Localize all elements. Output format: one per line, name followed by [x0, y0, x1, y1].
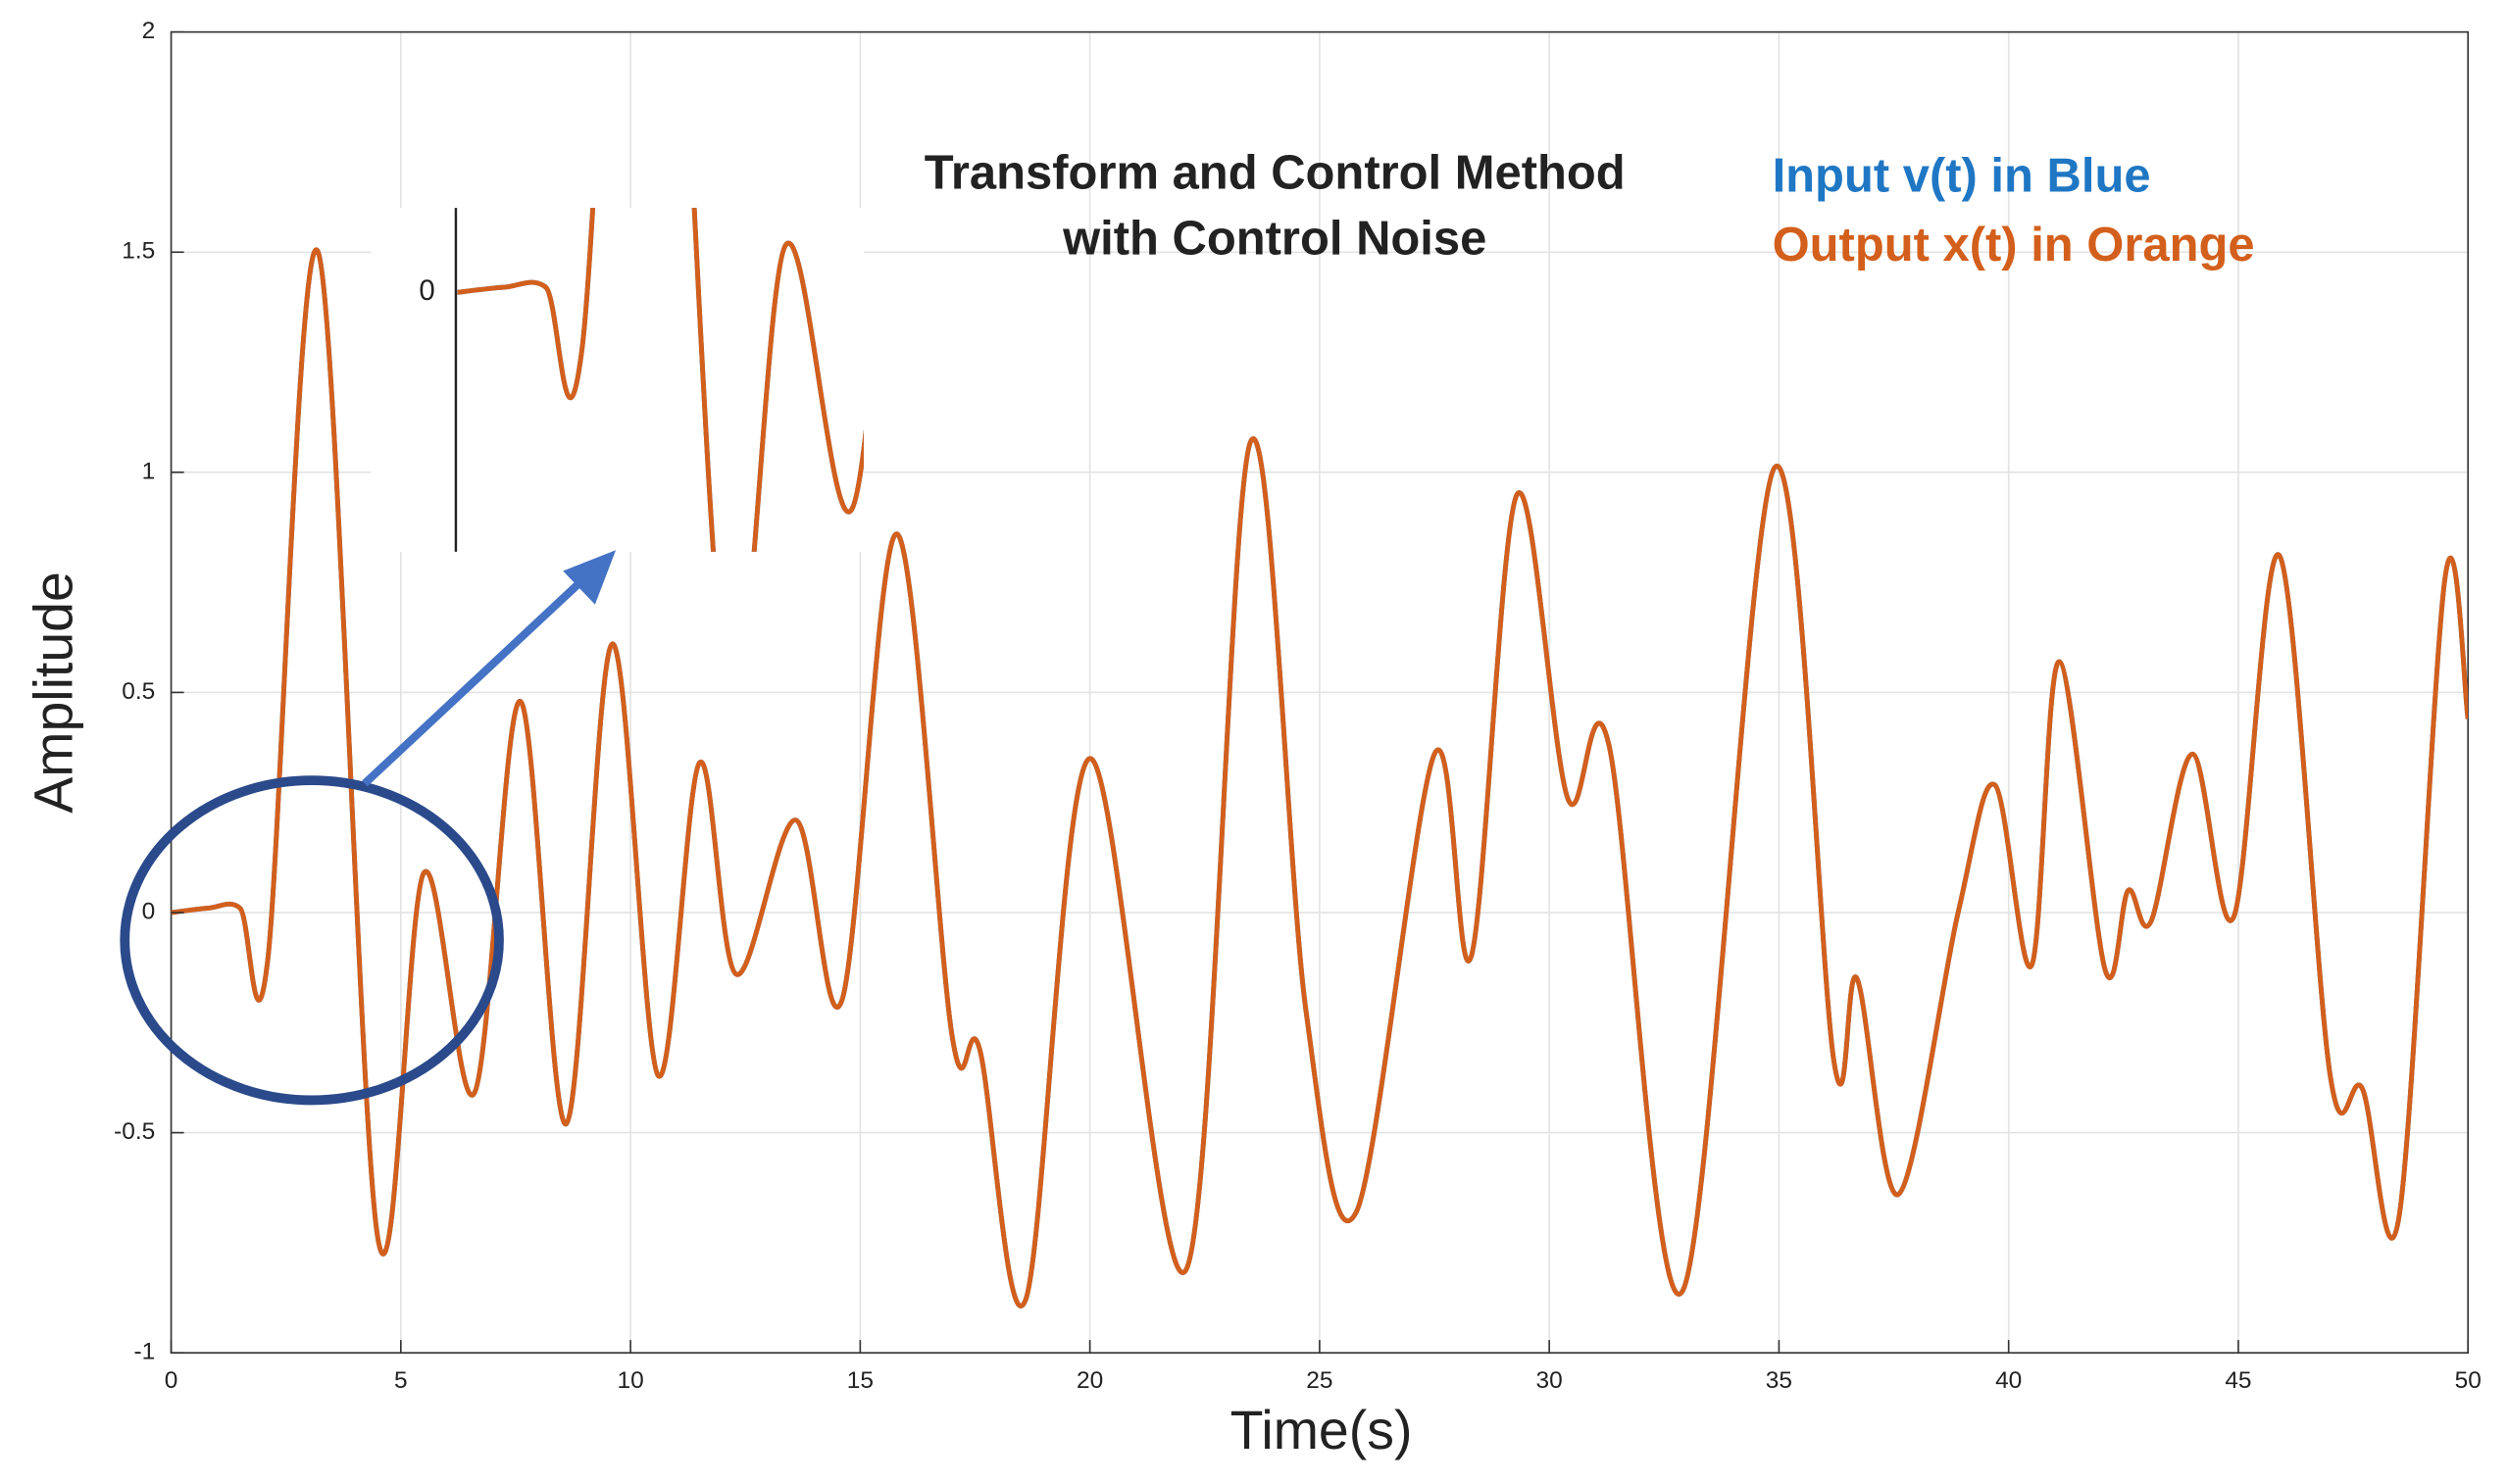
y-tick-label: 0	[142, 898, 156, 924]
arrow-shaft	[362, 575, 587, 787]
x-tick-label: 45	[2225, 1367, 2251, 1394]
lines	[171, 247, 2469, 1309]
x-tick-label: 15	[847, 1367, 874, 1394]
x-tick-label: 35	[1766, 1367, 1792, 1394]
x-tick-label: 50	[2455, 1367, 2482, 1394]
y-tick-label: -1	[133, 1339, 155, 1365]
y-axis-label: Amplitude	[23, 571, 83, 814]
x-tick-label: 20	[1077, 1367, 1103, 1394]
chart-title: with Control Noise	[1062, 212, 1486, 265]
chart-title: Transform and Control Method	[925, 146, 1626, 199]
y-tick-label: 2	[142, 18, 156, 44]
y-tick-label: 0.5	[122, 678, 155, 705]
inset-background	[371, 208, 864, 552]
y-tick-label: -0.5	[114, 1118, 155, 1145]
x-axis-label: Time(s)	[1230, 1400, 1413, 1460]
highlight-ellipse	[120, 775, 504, 1106]
inset: 0	[371, 208, 864, 552]
series-line	[171, 247, 2469, 1309]
x-tick-label: 40	[1995, 1367, 2022, 1394]
y-tick-label: 1.5	[122, 238, 155, 265]
x-tick-label: 25	[1306, 1367, 1332, 1394]
x-tick-label: 10	[617, 1367, 643, 1394]
legend-entry: Input v(t) in Blue	[1773, 150, 2151, 203]
x-tick-label: 0	[165, 1367, 178, 1394]
x-tick-label: 30	[1536, 1367, 1563, 1394]
legend-entry: Output x(t) in Orange	[1773, 219, 2255, 272]
x-tick-label: 5	[394, 1367, 408, 1394]
y-tick-label: 1	[142, 458, 156, 484]
arrow-head	[563, 550, 617, 605]
inset-y-tick-label: 0	[419, 274, 434, 307]
